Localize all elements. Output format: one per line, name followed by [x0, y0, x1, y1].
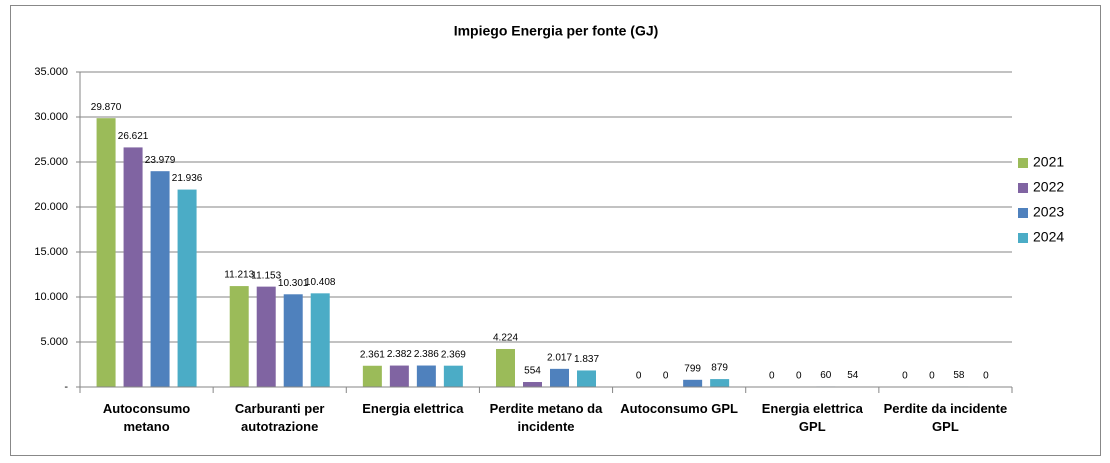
y-tick-label: 30.000 — [34, 111, 68, 123]
x-tick-label: Perdite metano da incidente — [489, 401, 603, 434]
x-tick-label: Carburanti per autotrazione — [234, 401, 325, 434]
y-tick-label: 5.000 — [40, 336, 68, 348]
bar — [362, 365, 382, 387]
bar — [283, 294, 303, 387]
data-label: 60 — [820, 370, 832, 381]
legend-swatch — [1018, 233, 1028, 243]
legend-label: 2023 — [1033, 204, 1064, 220]
y-tick-label: 35.000 — [34, 66, 68, 78]
legend-swatch — [1018, 183, 1028, 193]
data-label: 29.870 — [91, 102, 122, 113]
legend-label: 2021 — [1033, 154, 1064, 170]
data-label: 0 — [902, 371, 908, 382]
bar — [177, 189, 197, 387]
bar — [416, 365, 436, 387]
bar — [256, 286, 276, 387]
data-label: 799 — [684, 363, 701, 374]
data-label: 26.621 — [118, 131, 149, 142]
legend-label: 2024 — [1033, 229, 1064, 245]
data-label: 4.224 — [493, 333, 518, 344]
data-label: 554 — [524, 366, 541, 377]
data-label: 2.017 — [547, 352, 572, 363]
legend-swatch — [1018, 158, 1028, 168]
x-tick-label: Energia elettrica GPL — [761, 401, 863, 434]
data-label: 10.408 — [305, 277, 336, 288]
data-label: 0 — [636, 371, 642, 382]
data-label: 10.301 — [278, 278, 309, 289]
data-label: 2.386 — [414, 349, 439, 360]
bar — [523, 382, 542, 387]
y-tick-label: 15.000 — [34, 246, 68, 258]
bar — [496, 348, 515, 387]
x-tick-label: Perdite da incidente GPL — [883, 401, 1008, 434]
data-label: 0 — [983, 371, 989, 382]
bar — [577, 370, 596, 387]
data-label: 879 — [711, 363, 728, 374]
bar — [150, 171, 170, 387]
bar — [443, 365, 463, 387]
bar — [310, 293, 330, 387]
x-tick-label: Autoconsumo GPL — [620, 401, 738, 416]
bar — [389, 365, 409, 387]
data-label: 2.369 — [441, 349, 466, 360]
data-label: 1.837 — [574, 354, 599, 365]
bar — [710, 379, 730, 387]
y-tick-label: 25.000 — [34, 156, 68, 168]
bar — [123, 147, 143, 387]
legend-label: 2022 — [1033, 179, 1064, 195]
chart-border — [10, 5, 1101, 456]
data-label: 2.361 — [360, 349, 385, 360]
data-label: 2.382 — [387, 349, 412, 360]
y-tick-label: 20.000 — [34, 201, 68, 213]
legend-swatch — [1018, 208, 1028, 218]
x-tick-label: Autoconsumo metano — [102, 401, 191, 434]
chart-title: Impiego Energia per fonte (GJ) — [454, 23, 659, 39]
data-label: 0 — [663, 371, 669, 382]
data-label: 21.936 — [172, 173, 203, 184]
bar — [683, 379, 703, 387]
y-tick-label: 10.000 — [34, 291, 68, 303]
x-tick-label: Energia elettrica — [362, 401, 464, 416]
data-label: 0 — [769, 371, 775, 382]
data-label: 0 — [929, 371, 935, 382]
data-label: 11.153 — [251, 270, 281, 281]
data-label: 0 — [796, 371, 802, 382]
data-label: 54 — [847, 370, 859, 381]
data-label: 11.213 — [224, 270, 254, 281]
y-tick-label: - — [64, 381, 68, 393]
data-label: 58 — [953, 370, 965, 381]
bar — [96, 118, 116, 388]
data-label: 23.979 — [145, 155, 176, 166]
bar — [229, 286, 249, 387]
bar — [550, 368, 569, 387]
